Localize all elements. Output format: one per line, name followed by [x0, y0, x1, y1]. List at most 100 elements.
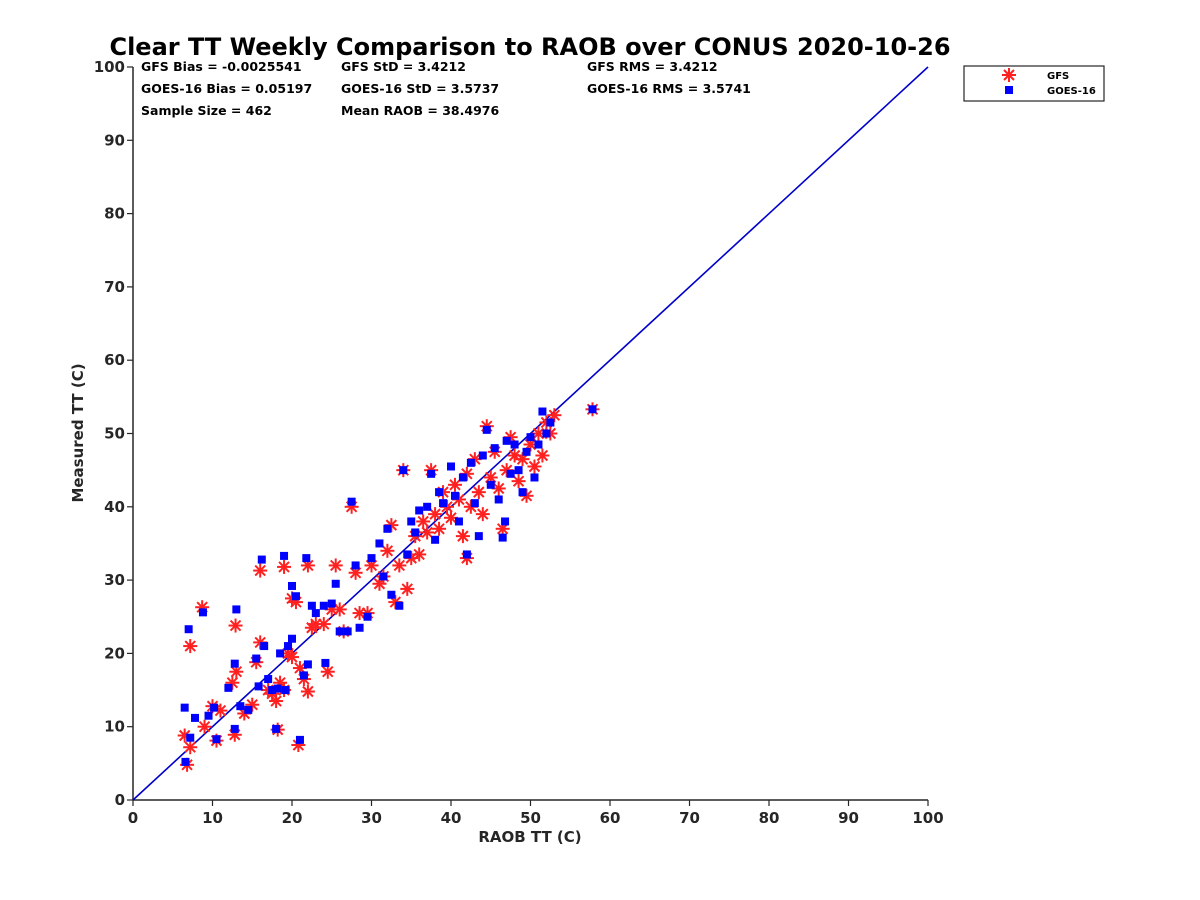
goes16-point [379, 572, 388, 581]
goes16-point [280, 551, 289, 560]
gfs-point [400, 581, 415, 596]
goes16-point [180, 703, 189, 712]
goes16-point [454, 517, 463, 526]
goes16-point [411, 528, 420, 537]
gfs-point [412, 547, 427, 562]
goes16-point [252, 654, 261, 663]
goes16-point [588, 405, 597, 414]
goes16-point [198, 608, 207, 617]
goes16-point [272, 724, 281, 733]
goes16-point [403, 550, 412, 559]
legend: GFS GOES-16 [963, 65, 1105, 102]
goes16-point [343, 627, 352, 636]
goes16-point [375, 539, 384, 548]
goes16-point [486, 480, 495, 489]
goes16-point [264, 675, 273, 684]
goes16-point [204, 711, 213, 720]
goes16-point [522, 447, 531, 456]
goes16-point [482, 425, 491, 434]
goes16-point [302, 554, 311, 563]
goes16-point [257, 555, 266, 564]
goes16-point [474, 532, 483, 541]
y-tick-label: 40 [104, 498, 125, 516]
goes16-bias: GOES-16 Bias = 0.05197 [141, 81, 312, 96]
goes16-point [470, 499, 479, 508]
goes16-point [501, 517, 510, 526]
goes16-point [351, 561, 360, 570]
y-tick-label: 70 [104, 278, 125, 296]
gfs-point [253, 563, 268, 578]
x-tick-label: 40 [441, 809, 462, 827]
legend-goes16-square-icon [1005, 86, 1013, 94]
gfs-point [183, 740, 198, 755]
gfs-point [511, 474, 526, 489]
goes16-point [526, 433, 535, 442]
goes16-point [363, 612, 372, 621]
goes16-point [367, 554, 376, 563]
y-tick-label: 10 [104, 718, 125, 736]
goes16-point [494, 495, 503, 504]
goes16-point [407, 517, 416, 526]
x-tick-label: 30 [361, 809, 382, 827]
goes16-point [534, 440, 543, 449]
goes16-point [431, 535, 440, 544]
goes16-point [546, 418, 555, 427]
y-tick-label: 60 [104, 351, 125, 369]
gfs-point [183, 639, 198, 654]
gfs-bias: GFS Bias = -0.0025541 [141, 59, 302, 74]
goes16-point [303, 660, 312, 669]
goes16-point [510, 440, 519, 449]
gfs-point [316, 617, 331, 632]
x-tick-label: 70 [679, 809, 700, 827]
y-axis-title: Measured TT (C) [69, 363, 87, 502]
goes16-point [268, 686, 277, 695]
goes16-point [331, 579, 340, 588]
gfs-point [229, 664, 244, 679]
x-tick-label: 60 [600, 809, 621, 827]
goes16-point [355, 623, 364, 632]
legend-gfs-label: GFS [1047, 71, 1069, 82]
gfs-point [269, 694, 284, 709]
goes16-point [462, 550, 471, 559]
goes16-point [236, 702, 245, 711]
y-tick-label: 30 [104, 571, 125, 589]
goes16-point [260, 642, 269, 651]
legend-gfs-asterisk-icon [1002, 68, 1016, 82]
goes16-point [530, 473, 539, 482]
gfs-point [300, 684, 315, 699]
goes16-point [514, 466, 523, 475]
goes16-point [427, 469, 436, 478]
gfs-point [428, 507, 443, 522]
y-tick-label: 20 [104, 644, 125, 662]
goes16-point [307, 601, 316, 610]
goes16-point [327, 599, 336, 608]
legend-box [963, 65, 1105, 102]
goes16-point [335, 627, 344, 636]
gfs-point [535, 448, 550, 463]
x-tick-label: 80 [759, 809, 780, 827]
goes16-point [518, 488, 527, 497]
goes16-point [399, 466, 408, 475]
goes16-point [276, 649, 285, 658]
goes16-point [383, 524, 392, 533]
goes16-point [319, 601, 328, 610]
gfs-point [320, 664, 335, 679]
goes16-point [395, 601, 404, 610]
goes16-point [273, 684, 282, 693]
goes16-point [291, 592, 300, 601]
goes16-std: GOES-16 StD = 3.5737 [341, 81, 499, 96]
goes16-point [230, 724, 239, 733]
x-tick-label: 20 [282, 809, 303, 827]
goes16-point [321, 658, 330, 667]
goes16-point [295, 735, 304, 744]
gfs-point [475, 507, 490, 522]
plot-area: 0 10 20 30 40 50 60 70 80 90 100 0 10 20 30 40 50 60 70 80… [94, 58, 944, 827]
gfs-point [197, 719, 212, 734]
y-tick-label: 90 [104, 131, 125, 149]
goes16-point [232, 605, 241, 614]
sample-size: Sample Size = 462 [141, 103, 272, 118]
gfs-std: GFS StD = 3.4212 [341, 59, 466, 74]
goes16-point [210, 703, 219, 712]
